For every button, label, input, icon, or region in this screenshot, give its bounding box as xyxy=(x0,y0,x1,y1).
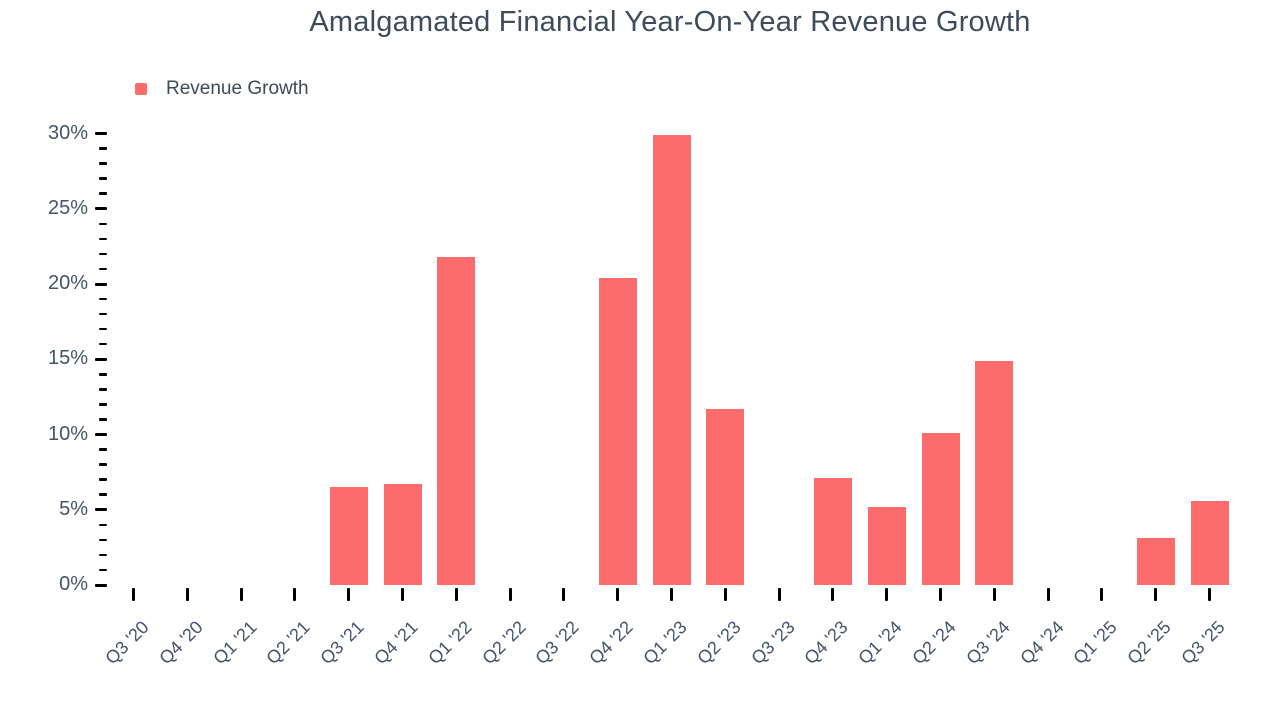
y-axis-minor-tick xyxy=(99,192,107,195)
y-axis-minor-tick xyxy=(99,162,107,165)
y-axis-minor-tick xyxy=(99,373,107,376)
x-axis-tick-label: Q3 '24 xyxy=(962,617,1014,669)
x-axis-tick-label: Q1 '22 xyxy=(424,617,476,669)
y-axis-minor-tick xyxy=(99,523,107,527)
y-axis-minor-tick xyxy=(99,538,107,542)
x-axis-tick xyxy=(1046,588,1050,601)
x-axis-tick-label: Q4 '24 xyxy=(1015,617,1068,669)
x-axis-tick xyxy=(777,588,781,601)
x-axis-tick xyxy=(1154,588,1158,601)
x-axis-tick-label: Q1 '24 xyxy=(854,617,906,669)
x-axis-tick-label: Q3 '21 xyxy=(316,617,368,669)
x-axis-tick-label: Q3 '25 xyxy=(1177,617,1229,669)
bar-q2-23[interactable] xyxy=(706,408,745,585)
y-axis-minor-tick xyxy=(99,568,107,572)
x-axis-tick-label: Q1 '21 xyxy=(208,617,261,669)
bar-q4-22[interactable] xyxy=(598,277,637,585)
x-axis-tick xyxy=(454,588,458,601)
x-axis-tick-label: Q4 '20 xyxy=(155,617,207,669)
chart-title: Amalgamated Financial Year-On-Year Reven… xyxy=(309,6,1031,38)
x-axis-tick xyxy=(132,588,135,601)
x-axis-tick-label: Q2 '21 xyxy=(262,617,315,669)
y-axis-minor-tick xyxy=(99,222,107,226)
x-axis-tick xyxy=(670,588,673,601)
y-axis-tick-label: 30% xyxy=(47,121,88,144)
x-axis-tick xyxy=(885,588,889,601)
x-axis-tick-label: Q3 '20 xyxy=(101,617,153,669)
x-axis-tick-label: Q1 '23 xyxy=(639,617,691,669)
y-axis-major-tick xyxy=(95,583,107,587)
y-axis-minor-tick xyxy=(99,147,107,150)
y-axis-tick-label: 0% xyxy=(59,573,88,595)
y-axis-major-tick xyxy=(95,357,107,361)
bar-q3-24[interactable] xyxy=(975,360,1014,585)
y-axis-minor-tick xyxy=(99,267,107,271)
y-axis-minor-tick xyxy=(99,448,107,451)
x-axis-tick-label: Q2 '22 xyxy=(477,617,530,669)
y-axis-minor-tick xyxy=(99,553,107,557)
y-axis-minor-tick xyxy=(99,177,107,180)
bar-q1-23[interactable] xyxy=(652,135,691,585)
bar-q1-22[interactable] xyxy=(437,256,476,585)
x-axis-tick xyxy=(939,588,942,601)
x-axis-tick-label: Q3 '23 xyxy=(746,617,799,669)
x-axis-tick xyxy=(293,588,297,601)
y-axis-tick-label: 5% xyxy=(59,497,88,520)
y-axis-minor-tick xyxy=(99,388,107,391)
x-axis-tick xyxy=(1208,588,1211,601)
x-axis-tick xyxy=(562,588,566,601)
x-axis-tick xyxy=(723,588,727,601)
x-axis-tick xyxy=(239,588,243,601)
bar-q2-24[interactable] xyxy=(921,432,960,585)
y-axis-minor-tick xyxy=(99,418,107,421)
y-axis-major-tick xyxy=(95,132,107,135)
y-axis-minor-tick xyxy=(99,297,107,301)
x-axis-tick xyxy=(1100,588,1104,601)
bar-q3-21[interactable] xyxy=(329,487,368,585)
y-axis-tick-label: 20% xyxy=(47,272,88,294)
y-axis-minor-tick xyxy=(99,252,107,256)
y-axis-tick-label: 15% xyxy=(47,347,88,370)
y-axis-minor-tick xyxy=(99,237,107,241)
x-axis-tick-label: Q2 '23 xyxy=(693,617,745,669)
x-axis-tick-label: Q2 '24 xyxy=(908,617,960,669)
x-axis-tick-label: Q4 '22 xyxy=(585,617,637,669)
x-axis-tick xyxy=(831,588,835,601)
x-axis-tick xyxy=(401,588,404,601)
x-axis-tick-label: Q1 '25 xyxy=(1069,617,1122,669)
bar-q3-25[interactable] xyxy=(1190,500,1229,585)
bar-q4-21[interactable] xyxy=(383,484,422,585)
x-axis-tick xyxy=(616,588,620,601)
x-axis-tick xyxy=(347,588,351,601)
x-axis-tick-label: Q4 '21 xyxy=(370,617,422,669)
y-axis-minor-tick xyxy=(99,327,107,331)
y-axis-minor-tick xyxy=(99,493,107,496)
x-axis-tick xyxy=(992,588,996,601)
y-axis-minor-tick xyxy=(99,478,107,481)
y-axis-major-tick xyxy=(95,282,107,286)
y-axis-major-tick xyxy=(95,433,107,436)
y-axis-minor-tick xyxy=(99,312,107,316)
legend-marker-icon xyxy=(135,83,147,95)
legend: Revenue Growth xyxy=(135,78,309,100)
y-axis-minor-tick xyxy=(99,463,107,466)
x-axis-tick-label: Q3 '22 xyxy=(531,617,584,669)
bar-q4-23[interactable] xyxy=(813,478,852,585)
y-axis-major-tick xyxy=(95,508,107,512)
x-axis-tick xyxy=(185,588,189,601)
legend-label: Revenue Growth xyxy=(166,78,309,99)
x-axis-tick-label: Q4 '23 xyxy=(800,617,853,669)
y-axis-major-tick xyxy=(95,207,107,211)
bar-q2-25[interactable] xyxy=(1136,538,1175,585)
y-axis-minor-tick xyxy=(99,403,107,406)
x-axis-tick xyxy=(508,588,512,601)
bar-q1-24[interactable] xyxy=(867,506,906,585)
y-axis-minor-tick xyxy=(99,342,107,346)
x-axis-tick-label: Q2 '25 xyxy=(1123,617,1175,669)
y-axis-tick-label: 10% xyxy=(47,422,88,445)
y-axis-tick-label: 25% xyxy=(47,196,88,219)
